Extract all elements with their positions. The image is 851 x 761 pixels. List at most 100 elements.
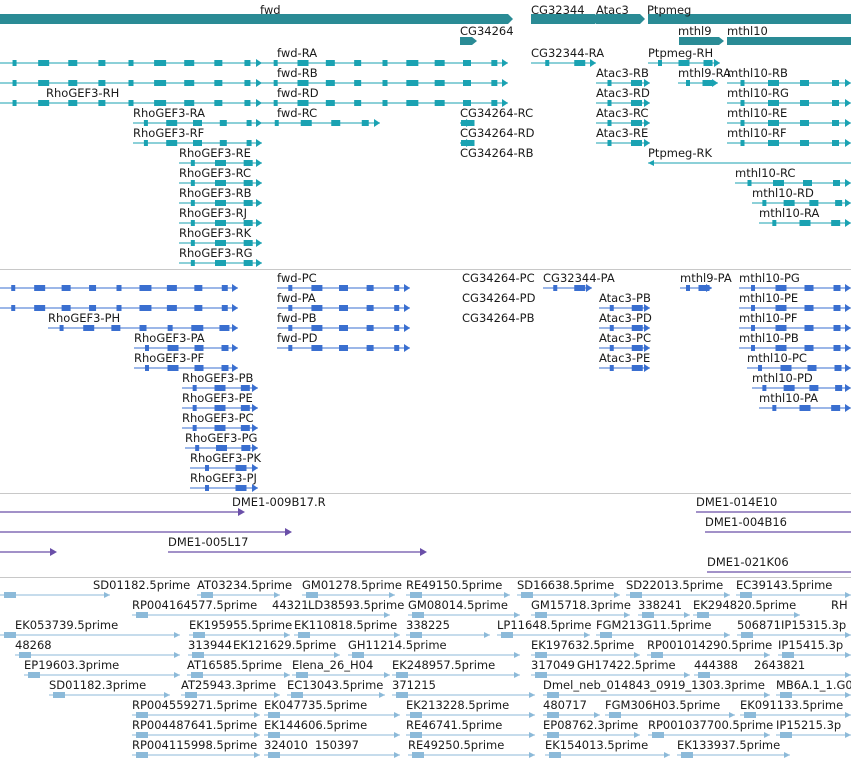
est-track-label[interactable]: SD22013.5prime	[626, 578, 724, 592]
est-track-label[interactable]: 338225	[406, 618, 450, 632]
est-track-label[interactable]: EK133937.5prime	[677, 738, 781, 752]
transcript-track-label[interactable]: RhoGEF3-RB	[179, 186, 252, 200]
gene-track-label[interactable]: fwd	[260, 3, 281, 17]
est-track-label[interactable]: EK047735.5prime	[264, 698, 368, 712]
bac-track-label[interactable]: DME1-004B16	[705, 515, 787, 529]
est-track-label[interactable]: AT25943.3prime	[181, 678, 277, 692]
transcript-track-label[interactable]: RhoGEF3-RC	[179, 166, 252, 180]
protein-track-label[interactable]: RhoGEF3-PG	[185, 431, 258, 445]
protein-track-label[interactable]: mthl10-PB	[739, 331, 799, 345]
transcript-track-label[interactable]: mthl10-RD	[752, 186, 814, 200]
transcript-track-label[interactable]: RhoGEF3-RF	[133, 126, 205, 140]
est-track-label[interactable]: 150397	[315, 738, 359, 752]
est-track-label[interactable]: GM01278.5prime	[302, 578, 402, 592]
protein-track-label[interactable]: RhoGEF3-PJ	[190, 471, 257, 485]
protein-track-label[interactable]: RhoGEF3-PK	[190, 451, 262, 465]
est-track-label[interactable]: EK294820.5prime	[693, 598, 797, 612]
bac-track-label[interactable]: DME1-014E10	[696, 495, 778, 509]
est-track-label[interactable]: IP15315.3p	[781, 618, 847, 632]
est-track-label[interactable]: RP004487641.5prime	[132, 718, 258, 732]
est-track-label[interactable]: Dmel_neb_014843_0919_1303.3prime	[543, 678, 765, 692]
est-track-label[interactable]: FGM306H03.5prime	[605, 698, 721, 712]
est-track-label[interactable]: RH	[831, 598, 848, 612]
transcript-track-label[interactable]: RhoGEF3-RJ	[179, 206, 247, 220]
est-track-label[interactable]: 44321	[272, 598, 309, 612]
gene-track-label[interactable]: Atac3	[596, 3, 629, 17]
est-track-label[interactable]: SD01182.5prime	[93, 578, 191, 592]
transcript-track-label[interactable]: mthl10-RA	[759, 206, 820, 220]
est-track-label[interactable]: 480717	[543, 698, 587, 712]
transcript-track-label[interactable]: Atac3-RD	[596, 86, 650, 100]
protein-track-label[interactable]: mthl10-PG	[739, 271, 800, 285]
est-track-label[interactable]: EK213228.5prime	[406, 698, 510, 712]
transcript-track-label[interactable]: fwd-RB	[277, 66, 318, 80]
gene-track-label[interactable]: mthl9	[678, 24, 712, 38]
transcript-track-label[interactable]: RhoGEF3-RH	[46, 86, 120, 100]
est-track-label[interactable]: LP11648.5prime	[497, 618, 592, 632]
bac-track-label[interactable]: DME1-009B17.R	[232, 495, 326, 509]
transcript-track-label[interactable]: Ptpmeg-RH	[648, 46, 714, 60]
gene-track-label[interactable]: CG32344	[531, 3, 585, 17]
protein-track-label[interactable]: RhoGEF3-PA	[134, 331, 205, 345]
protein-track-label[interactable]: RhoGEF3-PE	[182, 391, 253, 405]
protein-track-label[interactable]: CG32344-PA	[543, 271, 615, 285]
est-track-label[interactable]: RP001014290.5prime	[647, 638, 773, 652]
protein-track-label[interactable]: mthl10-PE	[739, 291, 799, 305]
protein-track-label[interactable]: mthl10-PD	[752, 371, 813, 385]
est-track-label[interactable]: RP004164577.5prime	[132, 598, 258, 612]
transcript-track-label[interactable]: mthl9-RA	[678, 66, 732, 80]
est-track-label[interactable]: GH11214.5prime	[348, 638, 447, 652]
est-track-label[interactable]: EP19603.3prime	[24, 658, 120, 672]
est-track-label[interactable]: RE49250.5prime	[408, 738, 505, 752]
est-track-label[interactable]: FGM213G11.5prime	[596, 618, 712, 632]
transcript-track-label[interactable]: CG34264-RD	[460, 126, 535, 140]
protein-track-label[interactable]: mthl9-PA	[680, 271, 732, 285]
protein-track-label[interactable]: mthl10-PC	[747, 351, 807, 365]
est-track-label[interactable]: 324010	[264, 738, 308, 752]
protein-track-label[interactable]: mthl10-PF	[739, 311, 798, 325]
est-track-label[interactable]: EK121629.5prime	[233, 638, 337, 652]
transcript-track-label[interactable]: mthl10-RC	[735, 166, 796, 180]
protein-track-label[interactable]: CG34264-PB	[462, 311, 535, 325]
est-track-label[interactable]: 506871	[737, 618, 781, 632]
est-track-label[interactable]: GM08014.5prime	[408, 598, 508, 612]
est-track-label[interactable]: EK248957.5prime	[392, 658, 496, 672]
est-track-label[interactable]: GM15718.3prime	[531, 598, 631, 612]
est-track-label[interactable]: 371215	[392, 678, 436, 692]
transcript-track-label[interactable]: RhoGEF3-RK	[179, 226, 252, 240]
protein-track-label[interactable]: Atac3-PC	[599, 331, 651, 345]
transcript-track-label[interactable]: RhoGEF3-RG	[179, 246, 253, 260]
transcript-track-label[interactable]: fwd-RC	[277, 106, 318, 120]
protein-track-label[interactable]: RhoGEF3-PH	[48, 311, 121, 325]
est-track-label[interactable]: EK091133.5prime	[740, 698, 844, 712]
est-track-label[interactable]: RE46741.5prime	[406, 718, 503, 732]
est-track-label[interactable]: 338241	[638, 598, 682, 612]
est-track-label[interactable]: RE49150.5prime	[406, 578, 503, 592]
protein-track-label[interactable]: CG34264-PC	[462, 271, 535, 285]
transcript-track-label[interactable]: mthl10-RF	[727, 126, 787, 140]
transcript-track-label[interactable]: mthl10-RE	[727, 106, 788, 120]
transcript-track-label[interactable]: CG32344-RA	[531, 46, 605, 60]
protein-track-label[interactable]: Atac3-PD	[599, 311, 652, 325]
protein-track-label[interactable]: mthl10-PA	[759, 391, 819, 405]
est-track-label[interactable]: RP001037700.5prime	[648, 718, 774, 732]
protein-track-label[interactable]: Atac3-PB	[599, 291, 651, 305]
transcript-track-label[interactable]: fwd-RD	[277, 86, 319, 100]
transcript-track-label[interactable]: RhoGEF3-RA	[133, 106, 205, 120]
est-track-label[interactable]: RP004115998.5prime	[132, 738, 258, 752]
est-track-label[interactable]: 317049	[531, 658, 575, 672]
protein-track-label[interactable]: RhoGEF3-PB	[182, 371, 254, 385]
est-track-label[interactable]: AT03234.5prime	[197, 578, 293, 592]
est-track-label[interactable]: Elena_26_H04	[292, 658, 374, 672]
est-track-label[interactable]: 2643821	[754, 658, 806, 672]
est-track-label[interactable]: EK195955.5prime	[189, 618, 293, 632]
est-track-label[interactable]: LD38593.5prime	[308, 598, 405, 612]
est-track-label[interactable]: EK053739.5prime	[15, 618, 119, 632]
est-track-label[interactable]: EK154013.5prime	[545, 738, 649, 752]
transcript-track-label[interactable]: mthl10-RG	[727, 86, 789, 100]
transcript-track-label[interactable]: CG34264-RB	[460, 146, 534, 160]
est-track-label[interactable]: EP08762.3prime	[543, 718, 639, 732]
gene-track-label[interactable]: CG34264	[460, 24, 514, 38]
est-track-label[interactable]: 313944	[188, 638, 232, 652]
transcript-track-label[interactable]: CG34264-RC	[460, 106, 534, 120]
